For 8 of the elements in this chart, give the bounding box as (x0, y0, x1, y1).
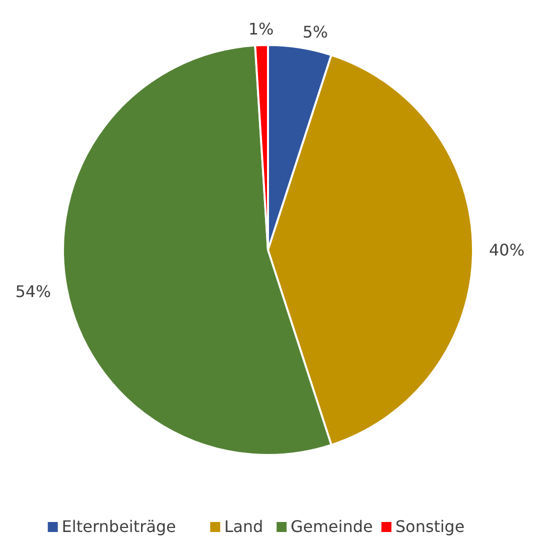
legend-label: Elternbeiträge (62, 517, 176, 536)
data-label: 54% (15, 282, 51, 302)
data-label: 1% (248, 20, 274, 39)
data-label: 40% (489, 240, 525, 260)
legend-label: Sonstige (395, 517, 465, 536)
legend-label: Gemeinde (290, 517, 373, 536)
data-label: 5% (302, 22, 328, 42)
legend-label: Land (224, 517, 264, 536)
